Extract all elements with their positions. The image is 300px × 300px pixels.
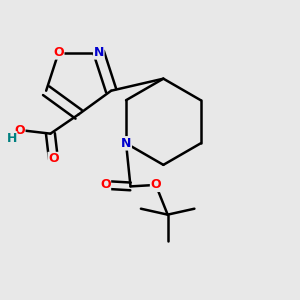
Text: N: N (121, 137, 131, 150)
Text: O: O (48, 152, 59, 165)
Text: O: O (53, 46, 64, 59)
Text: H: H (7, 132, 17, 145)
Text: N: N (94, 46, 104, 59)
Text: O: O (14, 124, 25, 137)
Text: O: O (100, 178, 111, 191)
Text: O: O (151, 178, 161, 191)
